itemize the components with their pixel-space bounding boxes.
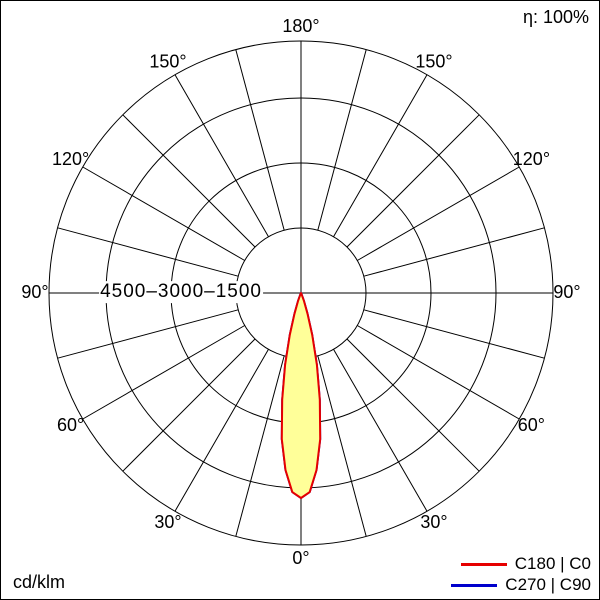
efficiency-label: η: 100% (522, 7, 589, 27)
grid-spoke (346, 338, 480, 472)
angle-label: 120° (52, 149, 89, 169)
legend-row-c90: C270 | C90 (451, 575, 591, 595)
beam-curve-0 (280, 292, 322, 499)
angle-label: 150° (149, 51, 186, 71)
angle-label: 60° (518, 415, 545, 435)
grid-spoke (333, 74, 428, 237)
angle-label: 150° (415, 51, 452, 71)
grid-spoke (357, 325, 520, 420)
outer-ring (48, 40, 554, 546)
grid-spoke (122, 114, 256, 248)
grid-spoke (122, 338, 256, 472)
legend-line-1 (451, 583, 498, 587)
grid-spoke (317, 355, 367, 537)
grid-spoke (357, 166, 520, 261)
grid-spoke (235, 355, 285, 537)
angle-label: 90° (21, 282, 48, 302)
grid-spoke (346, 114, 480, 248)
angle-label: 60° (57, 415, 84, 435)
angle-label: 30° (154, 512, 181, 532)
legend-label-c0: C180 | C0 (514, 554, 591, 573)
radial-axis-labels: 4500–3000–1500 (99, 281, 263, 304)
grid-spoke (363, 309, 545, 359)
units-label: cd/klm (13, 572, 66, 592)
grid-spoke (235, 49, 285, 231)
grid-spoke (174, 349, 269, 512)
angle-label: 120° (513, 149, 550, 169)
legend: C180 | C0 C270 | C90 (451, 554, 591, 595)
grid-spoke (82, 325, 245, 420)
grid-spoke (317, 49, 367, 231)
grid-spoke (363, 227, 545, 277)
grid-spoke (57, 309, 239, 359)
angle-label: 0° (292, 548, 309, 568)
grid-spoke (174, 74, 269, 237)
grid-spoke (82, 166, 245, 261)
grid-spoke (333, 349, 428, 512)
legend-line-0 (460, 562, 507, 566)
angle-label: 180° (282, 16, 319, 36)
angle-label: 90° (553, 282, 580, 302)
legend-label-c90: C270 | C90 (505, 575, 591, 594)
angle-label: 30° (420, 512, 447, 532)
legend-row-c0: C180 | C0 (451, 554, 591, 574)
grid-spoke (57, 227, 239, 277)
